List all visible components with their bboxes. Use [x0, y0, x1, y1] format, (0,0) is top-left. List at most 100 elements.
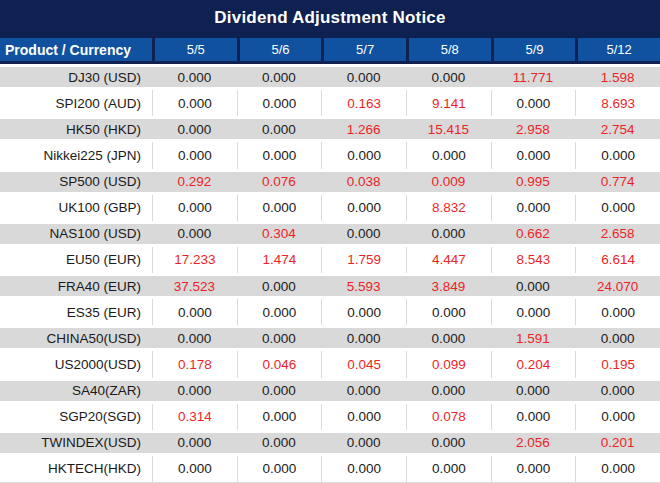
- value-cell: 1.474: [237, 247, 322, 273]
- value-cell: 0.000: [152, 195, 237, 221]
- value-cell: 1.266: [321, 116, 406, 142]
- value-cell: 24.070: [575, 273, 660, 299]
- table-row: DJ30 (USD)0.0000.0000.0000.00011.7711.59…: [0, 64, 660, 90]
- table-row: US2000(USD)0.1780.0460.0450.0990.2040.19…: [0, 351, 660, 377]
- value-cell: 0.000: [321, 325, 406, 351]
- product-cell: SPI200 (AUD): [0, 90, 152, 116]
- value-cell: 15.415: [406, 116, 491, 142]
- value-cell: 0.000: [237, 299, 322, 325]
- value-cell: 0.046: [237, 351, 322, 377]
- value-cell: 0.000: [152, 142, 237, 168]
- table-row: Nikkei225 (JPN)0.0000.0000.0000.0000.000…: [0, 142, 660, 168]
- column-header-date: 5/8: [406, 38, 491, 61]
- product-cell: SA40(ZAR): [0, 378, 152, 404]
- column-header-date: 5/12: [575, 38, 660, 61]
- value-cell: 0.000: [152, 299, 237, 325]
- value-cell: 0.000: [152, 116, 237, 142]
- value-cell: 0.000: [321, 64, 406, 90]
- product-cell: Nikkei225 (JPN): [0, 142, 152, 168]
- value-cell: 0.000: [491, 90, 576, 116]
- table-row: TWINDEX(USD)0.0000.0000.0000.0002.0560.2…: [0, 430, 660, 456]
- table-row: UK100 (GBP)0.0000.0000.0008.8320.0000.00…: [0, 195, 660, 221]
- value-cell: 0.000: [491, 273, 576, 299]
- product-cell: US2000(USD): [0, 351, 152, 377]
- value-cell: 2.754: [575, 116, 660, 142]
- value-cell: 0.000: [575, 195, 660, 221]
- value-cell: 0.204: [491, 351, 576, 377]
- value-cell: 0.099: [406, 351, 491, 377]
- product-cell: DJ30 (USD): [0, 64, 152, 90]
- value-cell: 1.598: [575, 64, 660, 90]
- product-cell: ES35 (EUR): [0, 299, 152, 325]
- value-cell: 0.000: [575, 299, 660, 325]
- value-cell: 0.000: [406, 456, 491, 482]
- value-cell: 0.000: [237, 273, 322, 299]
- table-row: SPI200 (AUD)0.0000.0000.1639.1410.0008.6…: [0, 90, 660, 116]
- value-cell: 0.000: [491, 404, 576, 430]
- value-cell: 0.000: [575, 456, 660, 482]
- product-cell: EU50 (EUR): [0, 247, 152, 273]
- value-cell: 0.000: [406, 221, 491, 247]
- value-cell: 0.195: [575, 351, 660, 377]
- value-cell: 6.614: [575, 247, 660, 273]
- value-cell: 0.178: [152, 351, 237, 377]
- value-cell: 0.292: [152, 169, 237, 195]
- value-cell: 0.000: [491, 456, 576, 482]
- product-cell: UK100 (GBP): [0, 195, 152, 221]
- value-cell: 0.078: [406, 404, 491, 430]
- value-cell: 0.000: [237, 90, 322, 116]
- value-cell: 0.000: [491, 195, 576, 221]
- value-cell: 0.000: [237, 378, 322, 404]
- value-cell: 8.693: [575, 90, 660, 116]
- value-cell: 8.543: [491, 247, 576, 273]
- product-cell: SP500 (USD): [0, 169, 152, 195]
- column-header-date: 5/9: [491, 38, 576, 61]
- value-cell: 0.000: [237, 195, 322, 221]
- value-cell: 0.000: [237, 325, 322, 351]
- product-cell: HKTECH(HKD): [0, 456, 152, 482]
- value-cell: 0.662: [491, 221, 576, 247]
- table-row: FRA40 (EUR)37.5230.0005.5933.8490.00024.…: [0, 273, 660, 299]
- column-header-product-currency: Product / Currency: [0, 38, 152, 61]
- value-cell: 0.000: [152, 90, 237, 116]
- value-cell: 37.523: [152, 273, 237, 299]
- value-cell: 0.000: [152, 64, 237, 90]
- value-cell: 0.000: [406, 378, 491, 404]
- value-cell: 0.000: [152, 221, 237, 247]
- column-header-date: 5/7: [321, 38, 406, 61]
- value-cell: 0.000: [237, 64, 322, 90]
- table-row: EU50 (EUR)17.2331.4741.7594.4478.5436.61…: [0, 247, 660, 273]
- page-title: Dividend Adjustment Notice: [214, 8, 445, 28]
- product-cell: HK50 (HKD): [0, 116, 152, 142]
- value-cell: 11.771: [491, 64, 576, 90]
- value-cell: 0.000: [575, 378, 660, 404]
- column-header-date: 5/5: [152, 38, 237, 61]
- value-cell: 0.000: [237, 116, 322, 142]
- table-row: SP500 (USD)0.2920.0760.0380.0090.9950.77…: [0, 169, 660, 195]
- product-cell: TWINDEX(USD): [0, 430, 152, 456]
- value-cell: 17.233: [152, 247, 237, 273]
- product-cell: NAS100 (USD): [0, 221, 152, 247]
- value-cell: 0.304: [237, 221, 322, 247]
- value-cell: 0.000: [575, 404, 660, 430]
- value-cell: 0.000: [152, 430, 237, 456]
- value-cell: 0.000: [321, 378, 406, 404]
- table-row: CHINA50(USD)0.0000.0000.0000.0001.5910.0…: [0, 325, 660, 351]
- product-cell: FRA40 (EUR): [0, 273, 152, 299]
- value-cell: 0.314: [152, 404, 237, 430]
- table-row: NAS100 (USD)0.0000.3040.0000.0000.6622.6…: [0, 221, 660, 247]
- value-cell: 0.000: [491, 299, 576, 325]
- value-cell: 1.591: [491, 325, 576, 351]
- value-cell: 0.000: [491, 142, 576, 168]
- value-cell: 8.832: [406, 195, 491, 221]
- value-cell: 0.000: [237, 430, 322, 456]
- value-cell: 2.056: [491, 430, 576, 456]
- value-cell: 9.141: [406, 90, 491, 116]
- value-cell: 0.000: [321, 456, 406, 482]
- dividend-adjustment-notice-panel: Dividend Adjustment Notice Product / Cur…: [0, 0, 660, 483]
- product-cell: CHINA50(USD): [0, 325, 152, 351]
- value-cell: 0.076: [237, 169, 322, 195]
- value-cell: 0.000: [321, 221, 406, 247]
- value-cell: 0.000: [321, 404, 406, 430]
- value-cell: 4.447: [406, 247, 491, 273]
